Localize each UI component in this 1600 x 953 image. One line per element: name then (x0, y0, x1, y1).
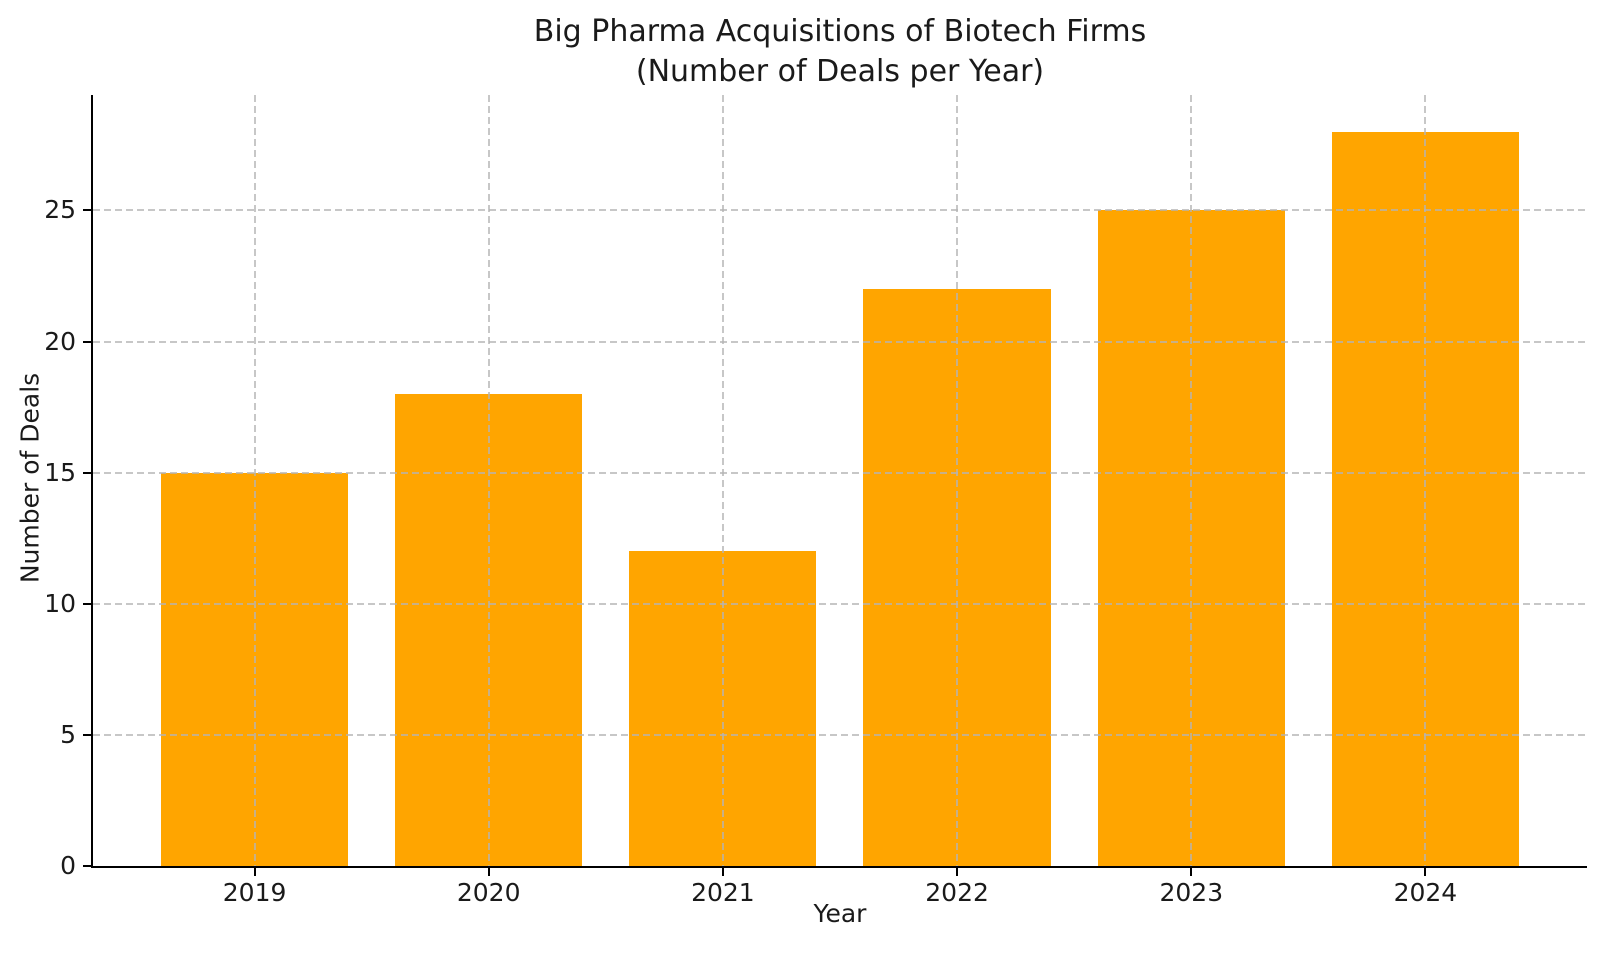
y-axis-spine (91, 95, 93, 868)
x-tick-label: 2023 (1159, 878, 1224, 907)
x-gridline (487, 95, 490, 866)
y-tick-mark (83, 733, 91, 736)
x-tick-label: 2019 (222, 878, 287, 907)
y-tick-mark (83, 209, 91, 212)
y-tick-mark (83, 602, 91, 605)
x-gridline (253, 95, 256, 866)
y-tick-label: 0 (60, 851, 76, 880)
x-gridline (1190, 95, 1193, 866)
x-tick-label: 2021 (691, 878, 755, 907)
x-tick-mark (1190, 868, 1193, 876)
y-tick-label: 25 (44, 195, 76, 225)
y-gridline (93, 471, 1587, 474)
y-tick-label: 15 (44, 457, 76, 487)
y-gridline (93, 733, 1587, 736)
y-tick-mark (83, 471, 91, 474)
x-gridline (1424, 95, 1427, 866)
y-gridline (93, 209, 1587, 212)
x-tick-mark (487, 868, 490, 876)
y-tick-mark (83, 865, 91, 867)
y-tick-label: 10 (44, 588, 76, 618)
x-axis-spine (91, 866, 1587, 868)
x-tick-mark (721, 868, 724, 876)
x-tick-label: 2024 (1393, 878, 1458, 907)
x-gridline (956, 95, 959, 866)
x-gridline (721, 95, 724, 866)
y-gridline (93, 602, 1587, 605)
y-axis-label: Number of Deals (15, 372, 45, 584)
y-tick-mark (83, 340, 91, 343)
y-tick-label: 5 (60, 719, 76, 749)
x-tick-mark (253, 868, 256, 876)
x-axis-label: Year (813, 899, 867, 928)
chart-title: Big Pharma Acquisitions of Biotech Firms… (533, 14, 1147, 89)
y-gridline (93, 340, 1587, 343)
x-tick-mark (1424, 868, 1427, 876)
x-tick-mark (956, 868, 959, 876)
x-tick-label: 2020 (456, 878, 521, 907)
x-tick-label: 2022 (925, 878, 989, 907)
y-tick-label: 20 (44, 326, 76, 356)
